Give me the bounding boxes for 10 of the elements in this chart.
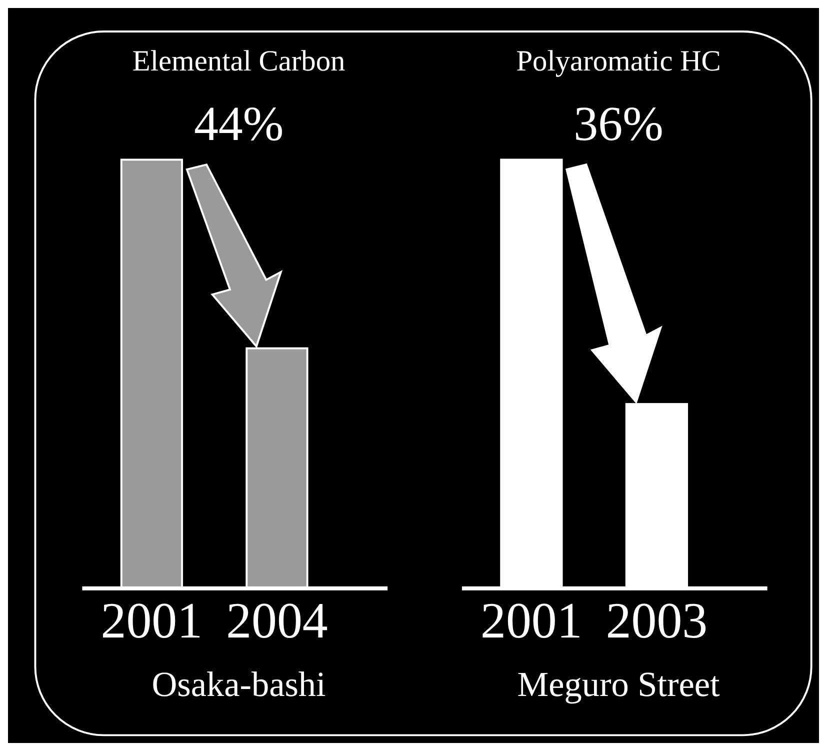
chart-title: Elemental Carbon [132, 46, 346, 78]
x-axis-title: Osaka-bashi [152, 665, 326, 704]
x-tick-label: 2001 [100, 593, 203, 650]
chart-title: Polyaromatic HC [516, 46, 721, 78]
x-tick-label: 2001 [480, 593, 582, 650]
text: 36% [574, 96, 664, 152]
x-tick-label: 2003 [606, 593, 708, 650]
x-axis-title: Meguro Street [517, 665, 720, 704]
x-tick-label: 2004 [226, 593, 328, 650]
text: 44% [194, 96, 284, 152]
